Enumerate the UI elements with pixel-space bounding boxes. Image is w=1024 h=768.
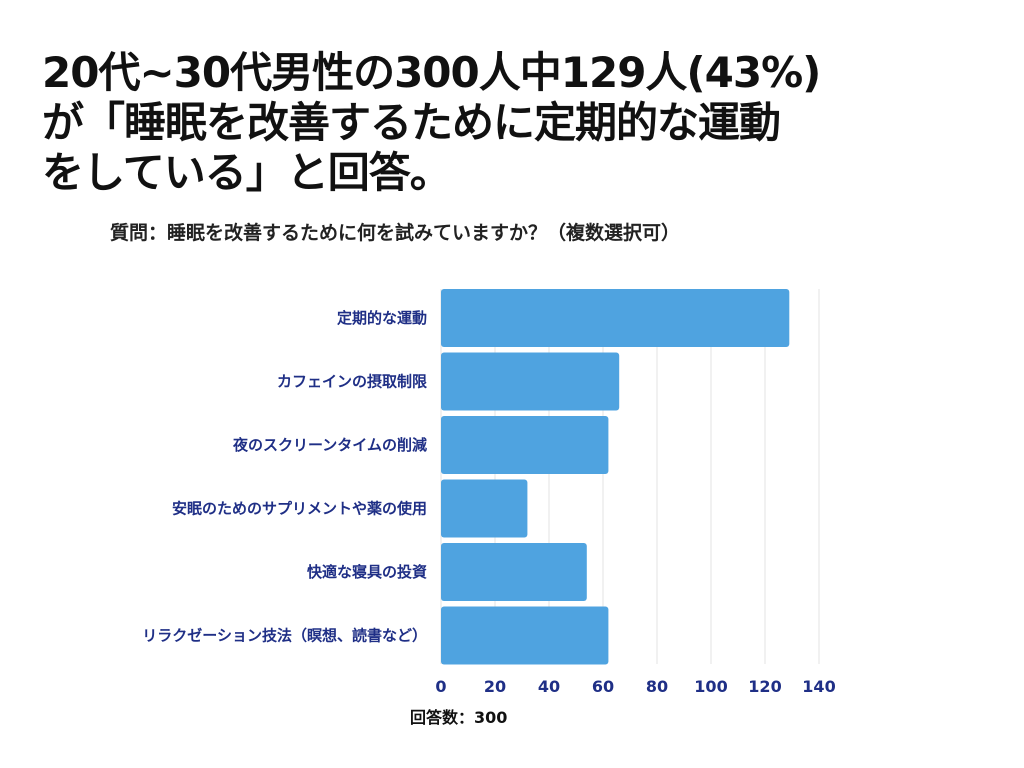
x-tick-label: 80 [646, 677, 668, 696]
headline-line-1: 20代~30代男性の300人中129人(43%) [42, 48, 821, 97]
x-tick-label: 60 [592, 677, 614, 696]
bar [441, 606, 609, 665]
bar [441, 352, 620, 411]
x-tick-label: 100 [694, 677, 727, 696]
headline-line-2: が「睡眠を改善するために定期的な運動 [42, 98, 781, 147]
x-tick-label: 120 [748, 677, 781, 696]
category-label: 安眠のためのサプリメントや薬の使用 [172, 500, 427, 518]
grid-lines [440, 289, 820, 664]
category-label: 定期的な運動 [337, 309, 427, 327]
x-tick-label: 20 [484, 677, 506, 696]
x-tick-labels: 0 20 40 60 80 100 120 140 [435, 677, 835, 696]
bars [441, 289, 790, 665]
question-text: 質問：睡眠を改善するために何を試みていますか？（複数選択可） [110, 222, 681, 244]
bar [441, 543, 587, 601]
x-tick-label: 40 [538, 677, 560, 696]
bar [441, 416, 609, 474]
category-label: リラクゼーション技法（瞑想、読書など） [142, 627, 427, 645]
x-axis-label: 回答数：300 [410, 708, 508, 727]
category-label: カフェインの摂取制限 [277, 373, 427, 391]
category-labels: 定期的な運動カフェインの摂取制限夜のスクリーンタイムの削減安眠のためのサプリメン… [142, 309, 427, 645]
category-label: 快適な寝具の投資 [307, 563, 427, 581]
x-tick-label: 140 [802, 677, 835, 696]
category-label: 夜のスクリーンタイムの削減 [232, 436, 427, 454]
x-tick-label: 0 [435, 677, 446, 696]
headline: 20代~30代男性の300人中129人(43%) が「睡眠を改善するために定期的… [42, 48, 1002, 198]
bar [441, 289, 790, 347]
headline-line-3: をしている」と回答。 [42, 148, 452, 197]
bar [441, 479, 528, 538]
